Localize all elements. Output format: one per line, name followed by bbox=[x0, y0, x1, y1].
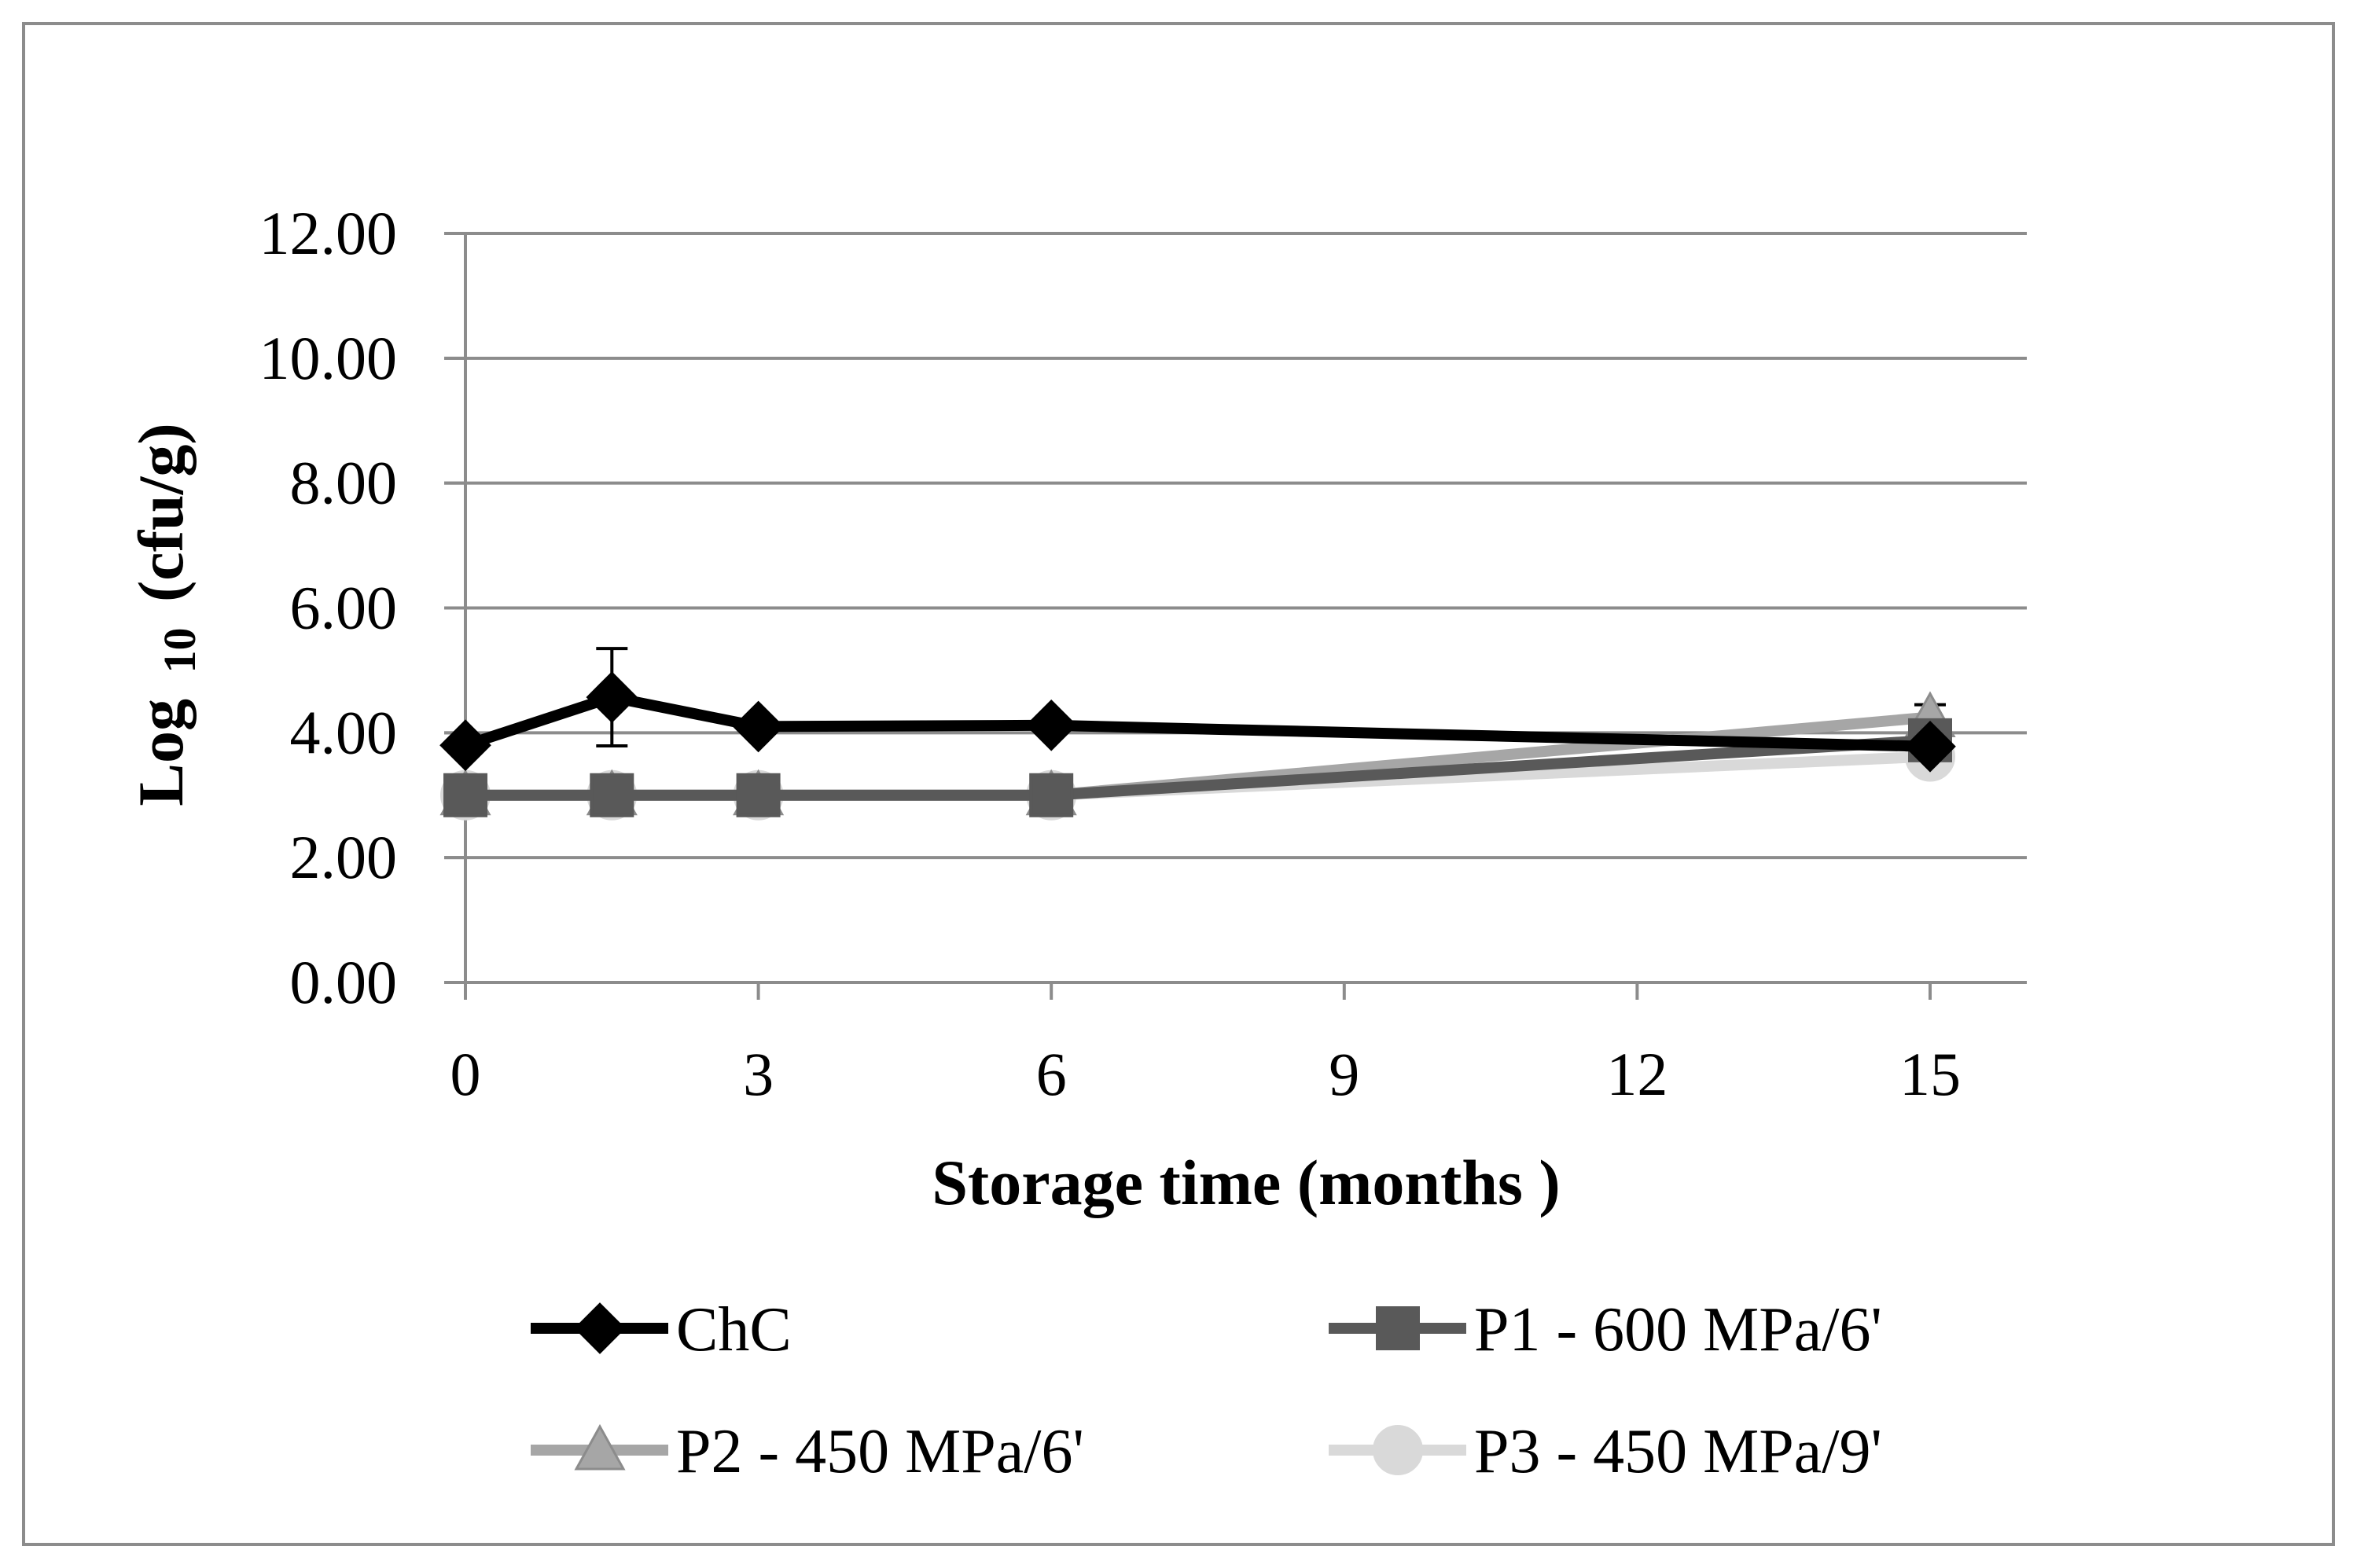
y-tick-label-2: 4.00 bbox=[290, 698, 398, 766]
legend-label-1: P1 - 600 MPa/6' bbox=[1474, 1295, 1882, 1364]
series-0-point-1 bbox=[586, 671, 638, 723]
y-axis-title-subscript: 10 bbox=[154, 628, 205, 674]
x-tick-label-3: 9 bbox=[1329, 1040, 1359, 1108]
legend-label-3: P3 - 450 MPa/9' bbox=[1474, 1417, 1882, 1486]
y-tick-label-5: 10.00 bbox=[259, 324, 398, 392]
series-0-point-0 bbox=[439, 719, 491, 772]
x-tick-label-5: 15 bbox=[1899, 1040, 1961, 1108]
legend-label-0: ChC bbox=[676, 1295, 792, 1364]
x-tick-label-0: 0 bbox=[450, 1040, 481, 1108]
axes bbox=[444, 232, 2027, 1000]
y-axis-title: Log 10 (cfu/g) bbox=[125, 423, 209, 806]
series-0-point-3 bbox=[1025, 699, 1078, 751]
legend-item-1: P1 - 600 MPa/6' bbox=[1329, 1295, 1882, 1364]
series-0-point-4 bbox=[1904, 720, 1956, 773]
series-1-point-3 bbox=[1029, 773, 1074, 817]
y-axis-title-base: Log bbox=[125, 699, 197, 806]
x-axis-title: Storage time (months ) bbox=[932, 1147, 1560, 1218]
legend-item-0: ChC bbox=[531, 1295, 792, 1364]
x-tick-label-1: 3 bbox=[743, 1040, 774, 1108]
series-0 bbox=[439, 647, 1956, 773]
y-tick-label-1: 2.00 bbox=[290, 823, 398, 891]
series-0-point-2 bbox=[732, 700, 785, 753]
series-1-point-2 bbox=[736, 773, 781, 817]
y-tick-label-4: 8.00 bbox=[290, 449, 398, 517]
series-1-point-1 bbox=[590, 773, 634, 817]
legend-item-3: P3 - 450 MPa/9' bbox=[1329, 1417, 1882, 1486]
series-1-point-0 bbox=[443, 773, 487, 817]
x-tick-label-4: 12 bbox=[1606, 1040, 1668, 1108]
legend-swatch-marker-3 bbox=[1373, 1425, 1423, 1475]
legend: ChC P1 - 600 MPa/6' P2 - 450 MPa/6' P3 - 45… bbox=[531, 1295, 1882, 1486]
y-tick-label-0: 0.00 bbox=[290, 948, 398, 1016]
y-tick-label-3: 6.00 bbox=[290, 574, 398, 642]
legend-item-2: P2 - 450 MPa/6' bbox=[531, 1417, 1084, 1486]
legend-swatch-marker-0 bbox=[574, 1302, 626, 1354]
legend-swatch-marker-1 bbox=[1376, 1306, 1420, 1350]
x-tick-label-2: 6 bbox=[1036, 1040, 1067, 1108]
y-axis-title-unit: (cfu/g) bbox=[125, 423, 197, 602]
y-tick-label-6: 12.00 bbox=[259, 199, 398, 267]
legend-label-2: P2 - 450 MPa/6' bbox=[676, 1417, 1084, 1486]
legend-swatch-marker-2 bbox=[574, 1423, 626, 1471]
tick-labels: 0.00 2.00 4.00 6.00 8.00 10.00 12.00 0 3 6 9 12 15 bbox=[259, 199, 1962, 1108]
plot-area bbox=[439, 647, 1956, 821]
